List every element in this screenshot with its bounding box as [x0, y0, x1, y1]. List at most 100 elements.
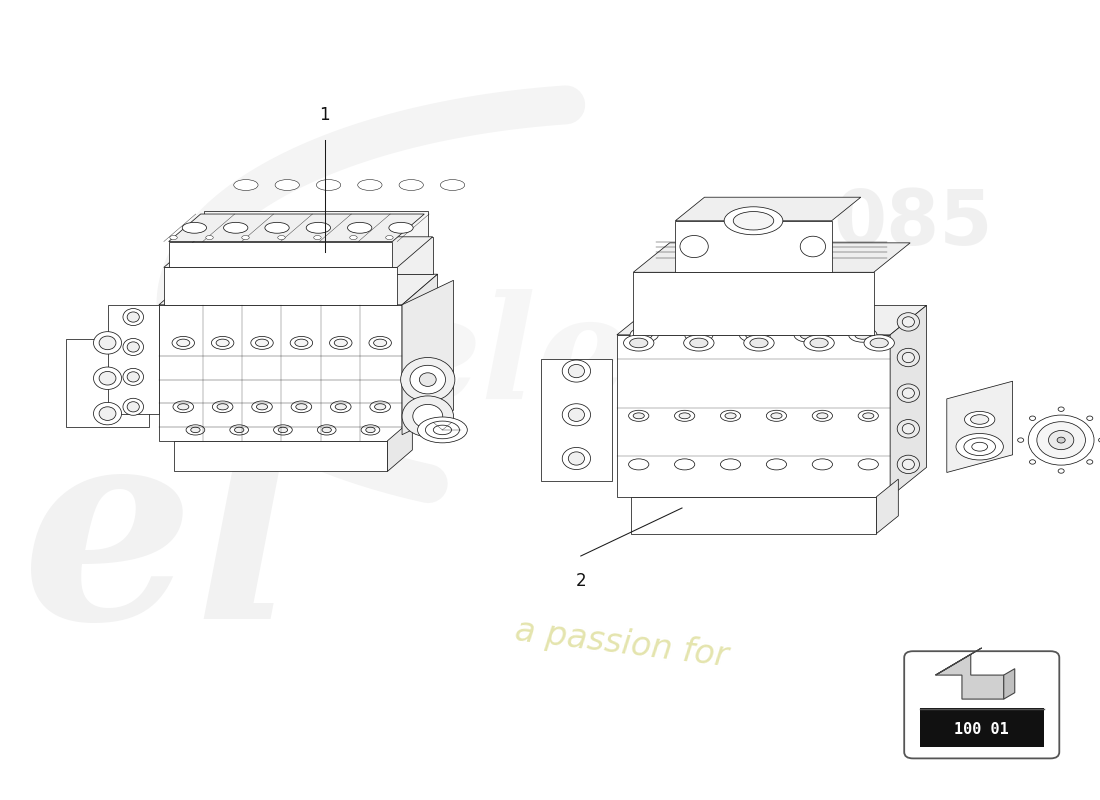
- Polygon shape: [160, 305, 403, 441]
- Ellipse shape: [361, 425, 379, 435]
- Ellipse shape: [290, 337, 312, 350]
- Ellipse shape: [426, 421, 460, 438]
- Polygon shape: [890, 306, 926, 497]
- Ellipse shape: [767, 410, 786, 422]
- Ellipse shape: [128, 372, 140, 382]
- Polygon shape: [617, 335, 890, 497]
- Ellipse shape: [412, 405, 442, 428]
- Ellipse shape: [212, 401, 233, 413]
- Ellipse shape: [94, 367, 122, 390]
- Ellipse shape: [368, 337, 392, 350]
- Ellipse shape: [330, 401, 351, 413]
- Ellipse shape: [674, 410, 695, 422]
- Ellipse shape: [902, 424, 914, 434]
- Ellipse shape: [628, 410, 649, 422]
- Ellipse shape: [569, 408, 584, 422]
- Ellipse shape: [99, 406, 116, 421]
- Polygon shape: [66, 339, 148, 427]
- Ellipse shape: [234, 427, 244, 433]
- Ellipse shape: [350, 235, 358, 240]
- Polygon shape: [108, 305, 159, 414]
- Text: 2: 2: [575, 572, 586, 590]
- Ellipse shape: [400, 358, 455, 402]
- Ellipse shape: [278, 427, 287, 433]
- Ellipse shape: [169, 235, 177, 240]
- Ellipse shape: [898, 419, 920, 438]
- Polygon shape: [174, 441, 387, 471]
- Ellipse shape: [336, 404, 346, 410]
- Ellipse shape: [898, 384, 920, 402]
- Ellipse shape: [99, 371, 116, 385]
- Ellipse shape: [800, 236, 825, 257]
- Ellipse shape: [684, 335, 714, 351]
- Ellipse shape: [624, 335, 653, 351]
- Polygon shape: [199, 237, 432, 274]
- Ellipse shape: [295, 339, 308, 346]
- Ellipse shape: [256, 404, 267, 410]
- Ellipse shape: [173, 401, 194, 413]
- Ellipse shape: [128, 342, 140, 352]
- Ellipse shape: [275, 179, 299, 190]
- Polygon shape: [675, 221, 832, 272]
- Ellipse shape: [956, 434, 1003, 460]
- Ellipse shape: [1030, 460, 1035, 464]
- Text: 085: 085: [834, 187, 992, 261]
- Ellipse shape: [1057, 437, 1065, 443]
- Ellipse shape: [217, 404, 229, 410]
- Ellipse shape: [348, 222, 372, 234]
- Ellipse shape: [99, 336, 116, 350]
- Ellipse shape: [211, 337, 234, 350]
- Ellipse shape: [186, 425, 205, 435]
- Ellipse shape: [358, 179, 382, 190]
- Ellipse shape: [794, 327, 823, 342]
- Ellipse shape: [1028, 415, 1094, 465]
- Ellipse shape: [898, 313, 920, 331]
- Ellipse shape: [858, 459, 879, 470]
- Ellipse shape: [720, 410, 740, 422]
- Ellipse shape: [690, 338, 708, 348]
- Ellipse shape: [375, 404, 386, 410]
- Ellipse shape: [314, 235, 321, 240]
- Ellipse shape: [172, 337, 195, 350]
- Ellipse shape: [569, 452, 584, 465]
- Ellipse shape: [628, 459, 649, 470]
- Ellipse shape: [190, 427, 200, 433]
- Ellipse shape: [725, 413, 736, 418]
- Ellipse shape: [330, 337, 352, 350]
- Ellipse shape: [862, 413, 873, 418]
- Polygon shape: [403, 274, 438, 441]
- Ellipse shape: [970, 414, 989, 424]
- Ellipse shape: [629, 338, 648, 348]
- Ellipse shape: [1048, 430, 1074, 450]
- Ellipse shape: [123, 398, 143, 415]
- Ellipse shape: [562, 404, 591, 426]
- Ellipse shape: [274, 425, 293, 435]
- Text: 100 01: 100 01: [955, 722, 1009, 737]
- Ellipse shape: [389, 222, 414, 234]
- Ellipse shape: [317, 179, 341, 190]
- Ellipse shape: [322, 427, 331, 433]
- Ellipse shape: [123, 368, 143, 386]
- Polygon shape: [935, 654, 1003, 699]
- Ellipse shape: [965, 411, 994, 427]
- Ellipse shape: [898, 455, 920, 474]
- Ellipse shape: [419, 373, 437, 386]
- Polygon shape: [164, 237, 432, 267]
- Ellipse shape: [739, 327, 768, 342]
- Ellipse shape: [370, 401, 390, 413]
- Polygon shape: [205, 211, 428, 237]
- Polygon shape: [168, 242, 393, 267]
- Ellipse shape: [679, 413, 690, 418]
- Ellipse shape: [223, 222, 248, 234]
- Ellipse shape: [744, 335, 774, 351]
- Ellipse shape: [634, 413, 645, 418]
- Ellipse shape: [800, 330, 816, 339]
- FancyBboxPatch shape: [920, 707, 1044, 747]
- Ellipse shape: [242, 235, 250, 240]
- Ellipse shape: [724, 206, 783, 234]
- Ellipse shape: [1087, 416, 1092, 421]
- Polygon shape: [877, 479, 899, 534]
- Ellipse shape: [128, 402, 140, 412]
- Ellipse shape: [216, 339, 229, 346]
- Ellipse shape: [292, 401, 311, 413]
